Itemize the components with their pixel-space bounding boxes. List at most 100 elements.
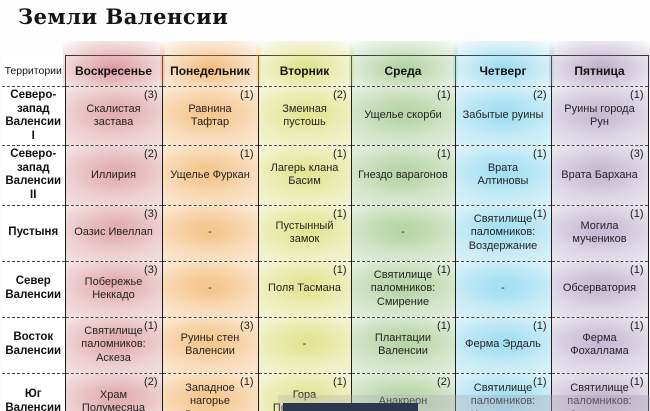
cell-count: (3) (144, 263, 158, 276)
schedule-cell: (1) Ферма Фохаллама (550, 316, 649, 374)
schedule-table: Территории Воскресенье Понедельник Вторн… (2, 41, 650, 411)
cell-location: Оазис Ивеллап (74, 226, 153, 239)
table-row: Северо-запад Валенсии II (2) Иллирия (1) У… (2, 145, 649, 206)
day-header-label: Среда (384, 64, 422, 78)
schedule-cell: (3) Врата Бархана (550, 145, 649, 206)
schedule-cell: (1) Святилище паломников: Смирение (350, 260, 456, 318)
cell-location: Плантации Валенсии (374, 331, 432, 357)
cell-count: (1) (437, 319, 451, 332)
schedule-cell: - (454, 260, 552, 318)
schedule-cell: (1) Могила мучеников (550, 204, 649, 262)
cell-count: (1) (144, 319, 158, 332)
cell-location: Врата Бархана (561, 168, 638, 181)
cell-count: (3) (240, 319, 254, 332)
schedule-cell: (1) Поля Тасмана (257, 260, 352, 318)
cell-location: Святилище паломников: Искренность (471, 381, 536, 411)
schedule-cell: - (257, 316, 352, 374)
cell-count: (1) (240, 148, 254, 161)
cell-count: (3) (630, 148, 644, 161)
cell-location: Ущелье Фуркан (170, 168, 250, 181)
schedule-cell: (2) Иллирия (64, 145, 163, 206)
cell-count: (1) (630, 375, 644, 388)
cell-location: Святилище паломников: Аскеза (81, 324, 146, 364)
cell-count: (1) (333, 207, 347, 220)
cell-count: (1) (333, 148, 347, 161)
schedule-cell: (2) Забытые руины (454, 85, 552, 147)
cell-count: (1) (630, 89, 644, 101)
cell-location: Святилище паломников: Воздержание (468, 212, 538, 252)
cell-location: - (208, 226, 212, 239)
cell-location: - (208, 282, 212, 295)
cropped-bottom-navy-bar (283, 403, 418, 411)
schedule-cell: (1) Равнина Тафтар (161, 85, 259, 147)
cell-location: Врата Алтиновы (477, 161, 529, 188)
cell-location: Руины стен Валенсии (180, 331, 240, 357)
schedule-cell: - (161, 204, 259, 262)
day-header-friday: Пятница (549, 41, 650, 87)
cell-count: (1) (533, 375, 547, 388)
cell-count: (3) (144, 89, 158, 101)
table-row: Северо-запад Валенсии I (3) Скалистая зас… (2, 85, 649, 147)
schedule-cell: (3) Скалистая застава (64, 85, 163, 147)
cell-count: (1) (630, 263, 644, 276)
page-title: Земли Валенсии (18, 4, 229, 29)
day-header-sunday: Воскресенье (63, 41, 165, 87)
schedule-cell: (1) Лагерь клана Басим (257, 145, 352, 206)
cell-count: (2) (144, 148, 158, 161)
cell-location: Скалистая застава (86, 102, 141, 129)
cell-count: (1) (333, 375, 347, 388)
cell-count: (2) (437, 375, 451, 388)
day-header-label: Пятница (574, 64, 625, 78)
cell-count: (1) (333, 263, 347, 276)
cell-count: (1) (533, 207, 547, 220)
cell-count: (1) (533, 319, 547, 332)
day-header-thursday: Четверг (453, 41, 554, 87)
schedule-cell: (1) Западное нагорье Валенсии (161, 372, 259, 411)
cell-count: (2) (333, 89, 347, 101)
cell-count: (1) (437, 89, 451, 101)
schedule-cell: (2) Храм Полумесяца (64, 372, 163, 411)
schedule-cell: - (161, 260, 259, 318)
territory-cell: Северо-запад Валенсии I (2, 85, 66, 147)
cell-location: Обсерватория (562, 282, 637, 295)
territory-cell: Пустыня (2, 204, 66, 262)
table-row: Пустыня (3) Оазис Ивеллап - (1) Пустынный … (2, 204, 649, 262)
schedule-cell: (1) Врата Алтиновы (454, 145, 552, 206)
schedule-cell: (1) Гнездо варагонов (350, 145, 456, 206)
schedule-cell: (1) Плантации Валенсии (350, 316, 456, 374)
cell-location: Забытые руины (462, 109, 544, 122)
cell-location: Гнездо варагонов (358, 168, 448, 181)
cell-location: Западное нагорье Валенсии (185, 381, 235, 411)
schedule-cell: (1) Пустынный замок (257, 204, 352, 262)
cell-location: Иллирия (90, 168, 137, 181)
cell-location: Святилище паломников: Скромность (567, 381, 631, 411)
cell-count: (2) (144, 375, 158, 388)
territory-cell: Юг Валенсии (2, 372, 66, 411)
cell-location: Могила мучеников (572, 219, 627, 245)
schedule-cell: (3) Оазис Ивеллап (64, 204, 163, 262)
table-row: Север Валенсии (3) Побережье Неккадо - (1… (2, 260, 649, 318)
schedule-cell: (1) Ущелье скорби (350, 85, 456, 147)
cell-location: - (501, 282, 505, 295)
schedule-cell: (3) Руины стен Валенсии (161, 316, 259, 374)
day-header-label: Четверг (479, 64, 527, 78)
cell-count: (3) (144, 207, 158, 220)
cell-count: (1) (630, 319, 644, 332)
schedule-cell: (1) Святилище паломников: Воздержание (454, 204, 552, 262)
cell-count: (1) (630, 207, 644, 220)
cell-count: (1) (437, 148, 451, 161)
cell-location: Лагерь клана Басим (270, 161, 339, 188)
schedule-cell: (1) Ферма Эрдаль (454, 316, 552, 374)
corner-header: Территории (2, 55, 66, 87)
cell-location: - (401, 226, 405, 239)
cell-location: Руины города Рун (564, 102, 635, 129)
cell-location: Змеиная пустошь (282, 102, 327, 129)
schedule-cell: (1) Святилище паломников: Аскеза (64, 316, 163, 374)
cell-location: Побережье Неккадо (84, 275, 143, 301)
cell-location: Ферма Эрдаль (465, 338, 541, 351)
cell-count: (2) (533, 89, 547, 101)
table-row: Юг Валенсии (2) Храм Полумесяца (1) Западн… (2, 372, 649, 411)
day-header-wednesday: Среда (349, 41, 458, 87)
cell-location: Пустынный замок (275, 219, 334, 245)
